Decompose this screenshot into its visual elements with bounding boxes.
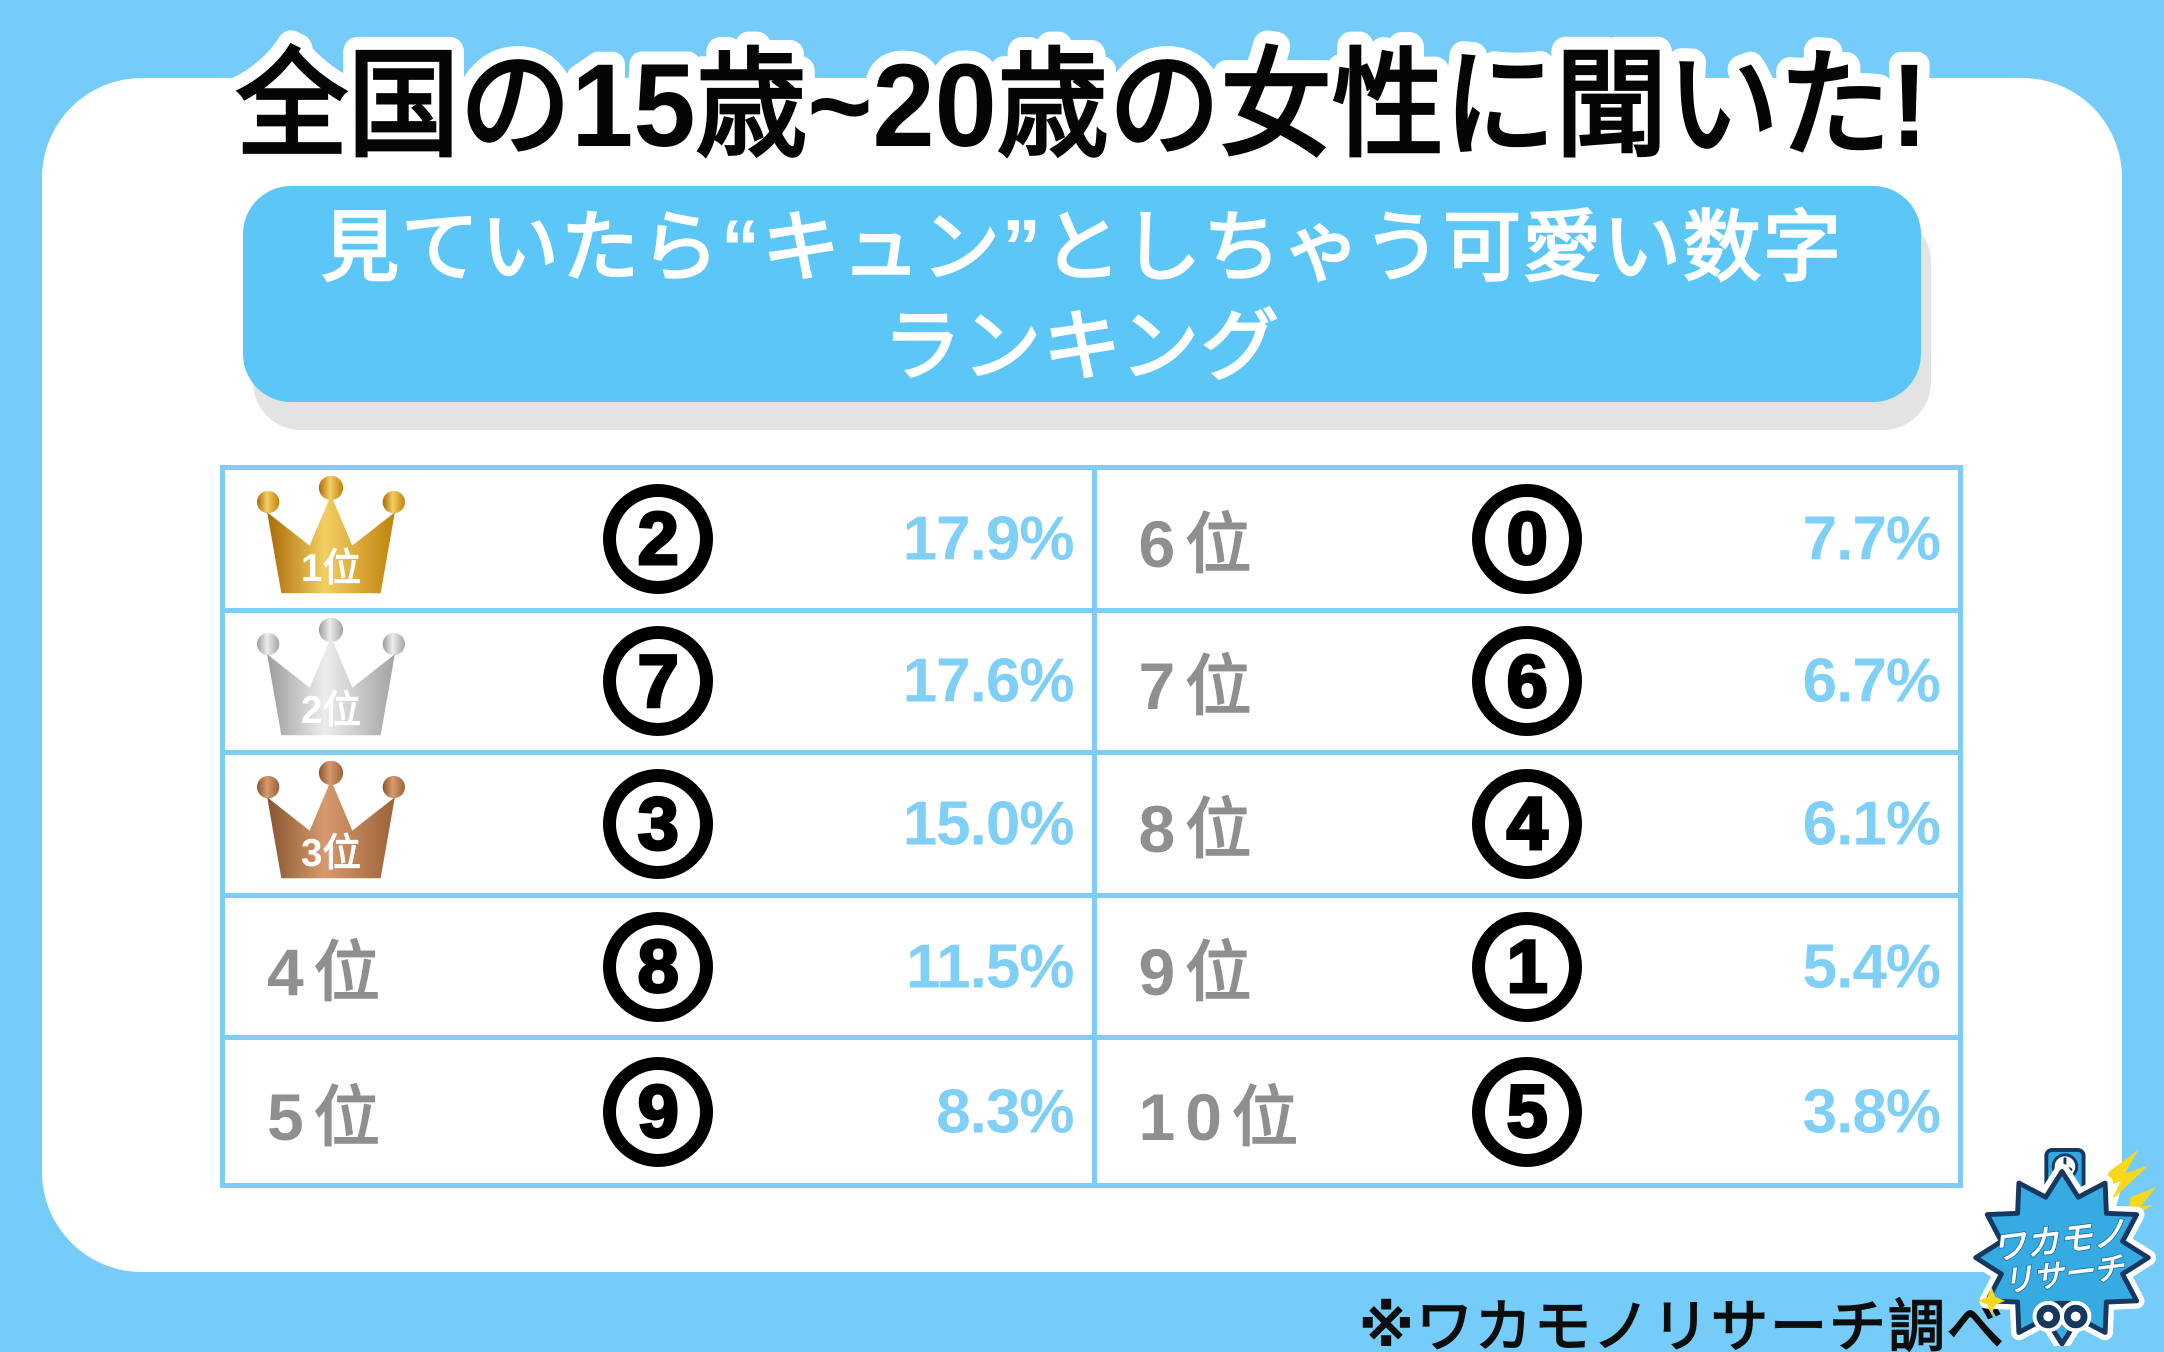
circled-number: 3 bbox=[603, 768, 714, 879]
rank-label: 3位 bbox=[301, 832, 361, 875]
table-row-rank4: 4位 8 11.5% bbox=[225, 897, 1092, 1041]
ranking-table: 1位 2 17.9% 2位 7 bbox=[220, 465, 1963, 1188]
silver-crown-icon: 2位 bbox=[257, 618, 405, 736]
circled-number: 6 bbox=[1472, 626, 1583, 737]
percent-value: 5.4% bbox=[1802, 932, 1941, 1002]
percent-value: 7.7% bbox=[1802, 504, 1941, 574]
burst-bubble bbox=[1973, 1169, 2151, 1346]
table-row-rank1: 1位 2 17.9% bbox=[225, 470, 1092, 613]
circled-number: 1 bbox=[1472, 911, 1583, 1022]
percent-value: 6.1% bbox=[1802, 789, 1941, 859]
subtitle-line1: 見ていたら“キュン”としちゃう可愛い数字 bbox=[320, 203, 1843, 291]
percent-value: 3.8% bbox=[1802, 1077, 1941, 1147]
rank-label: 10位 bbox=[1138, 1079, 1308, 1154]
subtitle-panel: 見ていたら“キュン”としちゃう可愛い数字 ランキング bbox=[243, 186, 1921, 402]
circled-number: 9 bbox=[603, 1056, 714, 1167]
page-title: 全国の15歳~20歳の女性に聞いた! bbox=[235, 40, 1928, 172]
table-row-rank8: 8位 4 6.1% bbox=[1091, 755, 1958, 898]
table-row-rank7: 7位 6 6.7% bbox=[1091, 612, 1958, 756]
wakamono-research-logo: ワカモノ リサーチ bbox=[1967, 1147, 2157, 1346]
table-row-rank10: 10位 5 3.8% bbox=[1091, 1040, 1958, 1183]
table-row-rank3: 3位 3 15.0% bbox=[225, 755, 1092, 898]
table-row-rank9: 9位 1 5.4% bbox=[1091, 897, 1958, 1041]
percent-value: 6.7% bbox=[1802, 646, 1941, 716]
binoculars-icon bbox=[2032, 1300, 2092, 1333]
table-row-rank2: 2位 7 17.6% bbox=[225, 612, 1092, 756]
rank-label: 2位 bbox=[301, 689, 361, 732]
percent-value: 8.3% bbox=[936, 1077, 1074, 1147]
rank-label: 1位 bbox=[301, 547, 361, 590]
rank-label: 7位 bbox=[1138, 649, 1262, 724]
rank-label: 6位 bbox=[1138, 506, 1262, 581]
percent-value: 15.0% bbox=[902, 789, 1075, 859]
gold-crown-icon: 1位 bbox=[257, 475, 405, 594]
circled-number: 2 bbox=[603, 483, 714, 594]
circled-number: 4 bbox=[1472, 768, 1583, 879]
table-row-rank5: 5位 9 8.3% bbox=[225, 1040, 1092, 1183]
circled-number: 7 bbox=[603, 626, 714, 737]
percent-value: 17.6% bbox=[902, 646, 1075, 716]
circled-number: 8 bbox=[603, 911, 714, 1022]
rank-label: 4位 bbox=[267, 934, 390, 1009]
source-note: ※ワカモノリサーチ調べ bbox=[1358, 1295, 2006, 1352]
percent-value: 17.9% bbox=[902, 504, 1075, 574]
table-row-rank6: 6位 0 7.7% bbox=[1091, 470, 1958, 613]
percent-value: 11.5% bbox=[906, 932, 1074, 1002]
rank-label: 5位 bbox=[267, 1079, 390, 1154]
lightning-bolt-icon bbox=[2103, 1149, 2149, 1201]
headline-banner: 全国の15歳~20歳の女性に聞いた! bbox=[222, 27, 1941, 185]
circled-number: 5 bbox=[1472, 1056, 1583, 1167]
circled-number: 0 bbox=[1472, 483, 1583, 594]
rank-label: 8位 bbox=[1138, 791, 1262, 866]
rank-label: 9位 bbox=[1138, 934, 1262, 1009]
sparkle-star-icon bbox=[1977, 1287, 2006, 1315]
bronze-crown-icon: 3位 bbox=[257, 760, 405, 879]
subtitle-line2: ランキング bbox=[883, 302, 1281, 390]
